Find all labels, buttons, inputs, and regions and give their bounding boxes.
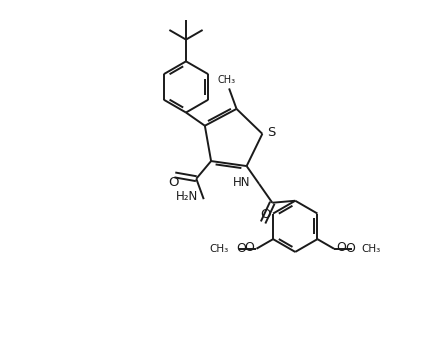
Text: O: O <box>260 208 271 221</box>
Text: S: S <box>267 126 276 139</box>
Text: O: O <box>236 242 246 255</box>
Text: O: O <box>345 242 355 255</box>
Text: H₂N: H₂N <box>176 190 198 203</box>
Text: HN: HN <box>233 176 250 189</box>
Text: O: O <box>244 241 254 254</box>
Text: CH₃: CH₃ <box>218 75 236 85</box>
Text: O: O <box>336 241 346 254</box>
Text: CH₃: CH₃ <box>209 244 229 254</box>
Text: CH₃: CH₃ <box>362 244 381 254</box>
Text: O: O <box>168 176 179 189</box>
